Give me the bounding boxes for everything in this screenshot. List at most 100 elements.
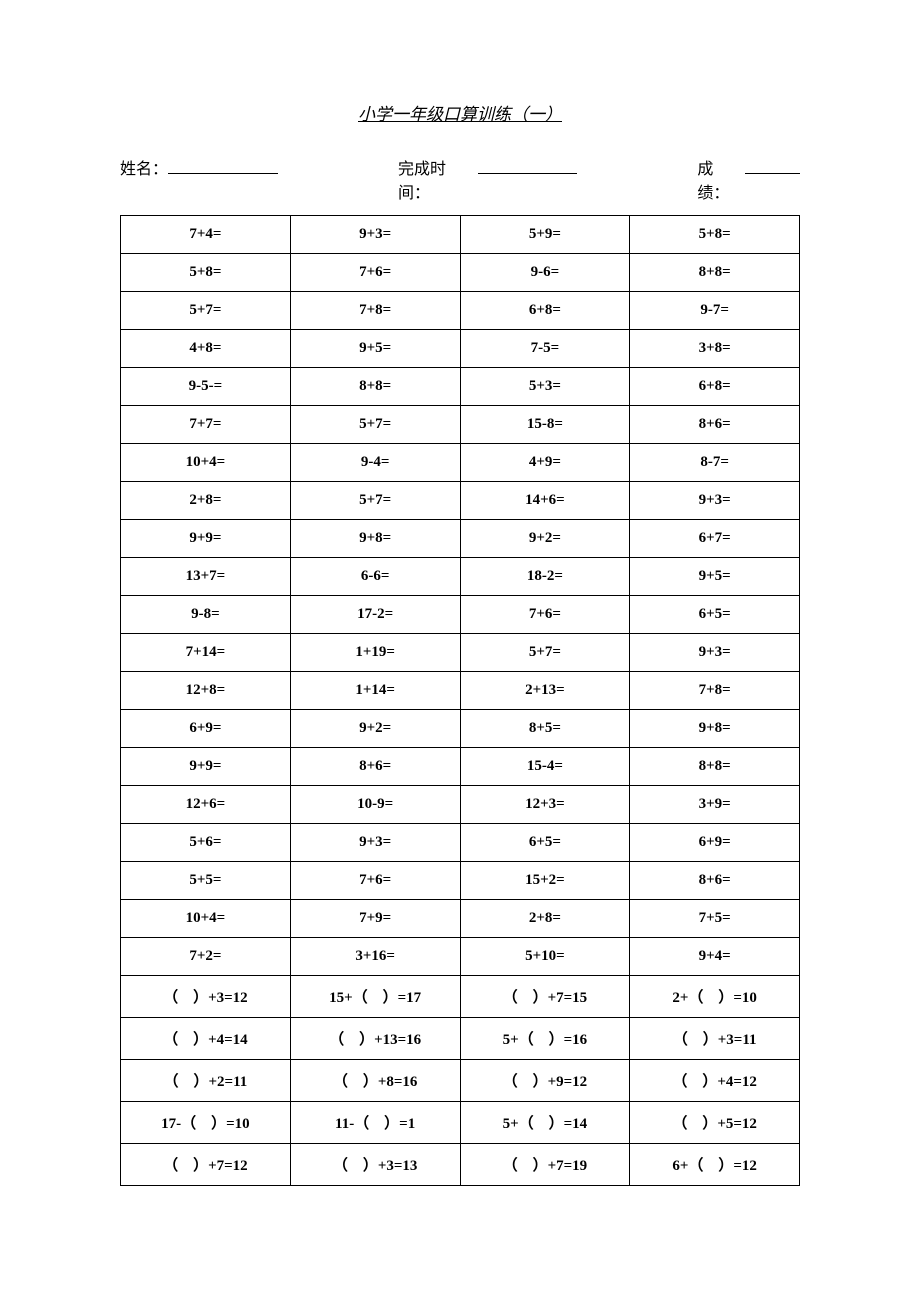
table-cell: 5+6= <box>121 824 291 862</box>
table-row: 5+6=9+3=6+5=6+9= <box>121 824 800 862</box>
table-cell: 4+9= <box>460 444 630 482</box>
table-cell: 1+14= <box>290 672 460 710</box>
table-cell: 5+7= <box>121 292 291 330</box>
table-cell: 9+2= <box>460 520 630 558</box>
table-cell: 6+7= <box>630 520 800 558</box>
table-cell: 12+6= <box>121 786 291 824</box>
score-blank <box>745 158 800 174</box>
table-cell: 13+7= <box>121 558 291 596</box>
table-cell: 8+6= <box>290 748 460 786</box>
table-cell: 5+9= <box>460 216 630 254</box>
table-cell: 5+7= <box>290 482 460 520</box>
table-cell: 7+6= <box>290 254 460 292</box>
table-cell: （ ）+9=12 <box>460 1060 630 1102</box>
table-cell: 9-6= <box>460 254 630 292</box>
table-cell: 5+8= <box>121 254 291 292</box>
table-cell: 7+4= <box>121 216 291 254</box>
time-field: 完成时间： <box>398 155 577 203</box>
table-cell: 6+5= <box>460 824 630 862</box>
table-cell: 9+3= <box>630 634 800 672</box>
table-cell: 9+3= <box>290 216 460 254</box>
table-cell: 9+9= <box>121 748 291 786</box>
table-cell: （ ）+2=11 <box>121 1060 291 1102</box>
table-cell: 12+3= <box>460 786 630 824</box>
table-cell: 5+10= <box>460 938 630 976</box>
table-row: 4+8=9+5=7-5=3+8= <box>121 330 800 368</box>
time-label: 完成时间： <box>398 155 478 203</box>
table-cell: 9+4= <box>630 938 800 976</box>
score-field: 成绩： <box>697 155 800 203</box>
table-cell: 9-8= <box>121 596 291 634</box>
table-row: 9+9=8+6=15-4=8+8= <box>121 748 800 786</box>
table-cell: 9+3= <box>630 482 800 520</box>
table-cell: （ ）+4=14 <box>121 1018 291 1060</box>
table-cell: 9-7= <box>630 292 800 330</box>
table-row: 2+8=5+7=14+6=9+3= <box>121 482 800 520</box>
table-cell: 9-4= <box>290 444 460 482</box>
table-cell: 7+8= <box>630 672 800 710</box>
table-cell: 8+6= <box>630 862 800 900</box>
table-cell: 10+4= <box>121 900 291 938</box>
table-row: 5+8=7+6=9-6=8+8= <box>121 254 800 292</box>
table-cell: 2+8= <box>121 482 291 520</box>
table-cell: 8+5= <box>460 710 630 748</box>
table-cell: 17-2= <box>290 596 460 634</box>
table-row: 6+9=9+2=8+5=9+8= <box>121 710 800 748</box>
table-cell: 9+2= <box>290 710 460 748</box>
table-cell: 7+8= <box>290 292 460 330</box>
table-cell: 5+3= <box>460 368 630 406</box>
table-row: 13+7=6-6=18-2=9+5= <box>121 558 800 596</box>
table-cell: 10+4= <box>121 444 291 482</box>
table-cell: 9+5= <box>290 330 460 368</box>
table-cell: 8+8= <box>630 748 800 786</box>
table-cell: 6+（ ）=12 <box>630 1144 800 1186</box>
table-cell: （ ）+3=11 <box>630 1018 800 1060</box>
table-cell: （ ）+4=12 <box>630 1060 800 1102</box>
math-problems-table: 7+4=9+3=5+9=5+8=5+8=7+6=9-6=8+8=5+7=7+8=… <box>120 215 800 1186</box>
table-cell: 9+5= <box>630 558 800 596</box>
table-cell: 3+16= <box>290 938 460 976</box>
table-cell: 7+14= <box>121 634 291 672</box>
table-row: （ ）+7=12（ ）+3=13（ ）+7=196+（ ）=12 <box>121 1144 800 1186</box>
table-cell: 7+6= <box>460 596 630 634</box>
table-cell: 5+（ ）=16 <box>460 1018 630 1060</box>
table-cell: 18-2= <box>460 558 630 596</box>
table-cell: 8+8= <box>630 254 800 292</box>
table-cell: （ ）+7=19 <box>460 1144 630 1186</box>
table-cell: （ ）+7=12 <box>121 1144 291 1186</box>
table-cell: 9-5-= <box>121 368 291 406</box>
table-row: 7+4=9+3=5+9=5+8= <box>121 216 800 254</box>
table-row: 5+5=7+6=15+2=8+6= <box>121 862 800 900</box>
table-cell: 8+6= <box>630 406 800 444</box>
name-field: 姓名： <box>120 155 278 203</box>
name-blank <box>168 158 278 174</box>
table-row: 12+6=10-9=12+3=3+9= <box>121 786 800 824</box>
table-cell: 17-（ ）=10 <box>121 1102 291 1144</box>
time-blank <box>478 158 578 174</box>
table-cell: 15-4= <box>460 748 630 786</box>
page-title: 小学一年级口算训练（一） <box>120 100 800 125</box>
table-row: 7+7=5+7=15-8=8+6= <box>121 406 800 444</box>
table-cell: 12+8= <box>121 672 291 710</box>
score-label: 成绩： <box>697 155 745 203</box>
table-cell: 5+8= <box>630 216 800 254</box>
name-label: 姓名： <box>120 155 168 179</box>
table-cell: 5+7= <box>290 406 460 444</box>
table-cell: 6+8= <box>460 292 630 330</box>
table-row: 17-（ ）=1011-（ ）=15+（ ）=14（ ）+5=12 <box>121 1102 800 1144</box>
table-row: （ ）+3=1215+（ ）=17（ ）+7=152+（ ）=10 <box>121 976 800 1018</box>
header-row: 姓名： 完成时间： 成绩： <box>120 155 800 203</box>
table-cell: 7+7= <box>121 406 291 444</box>
table-cell: 7-5= <box>460 330 630 368</box>
table-cell: 9+9= <box>121 520 291 558</box>
table-cell: 7+6= <box>290 862 460 900</box>
table-cell: 10-9= <box>290 786 460 824</box>
table-row: 10+4=9-4=4+9=8-7= <box>121 444 800 482</box>
table-cell: 3+8= <box>630 330 800 368</box>
table-cell: 3+9= <box>630 786 800 824</box>
table-cell: 15+2= <box>460 862 630 900</box>
table-cell: 8+8= <box>290 368 460 406</box>
table-cell: 2+（ ）=10 <box>630 976 800 1018</box>
table-row: 9-5-=8+8=5+3=6+8= <box>121 368 800 406</box>
table-cell: 6+9= <box>121 710 291 748</box>
